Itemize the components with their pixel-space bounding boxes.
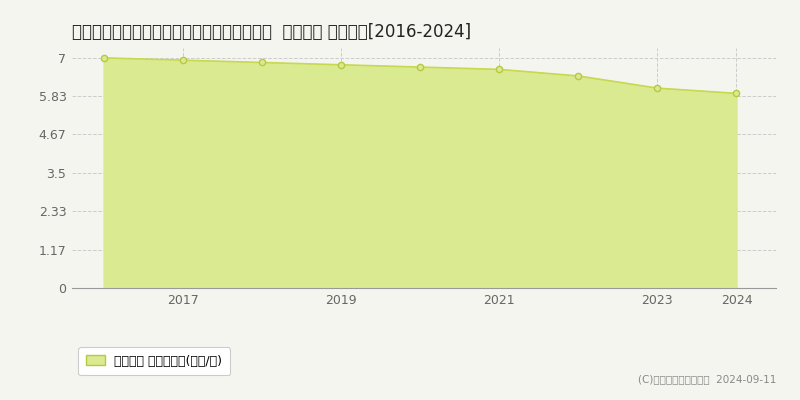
Text: 兵庫県丹波市柏原町北山字中尻２７０番３外  地価公示 地価推移[2016-2024]: 兵庫県丹波市柏原町北山字中尻２７０番３外 地価公示 地価推移[2016-2024… — [72, 23, 471, 41]
Legend: 地価公示 平均坪単価(万円/坪): 地価公示 平均坪単価(万円/坪) — [78, 347, 230, 375]
Text: (C)土地価格ドットコム  2024-09-11: (C)土地価格ドットコム 2024-09-11 — [638, 374, 776, 384]
